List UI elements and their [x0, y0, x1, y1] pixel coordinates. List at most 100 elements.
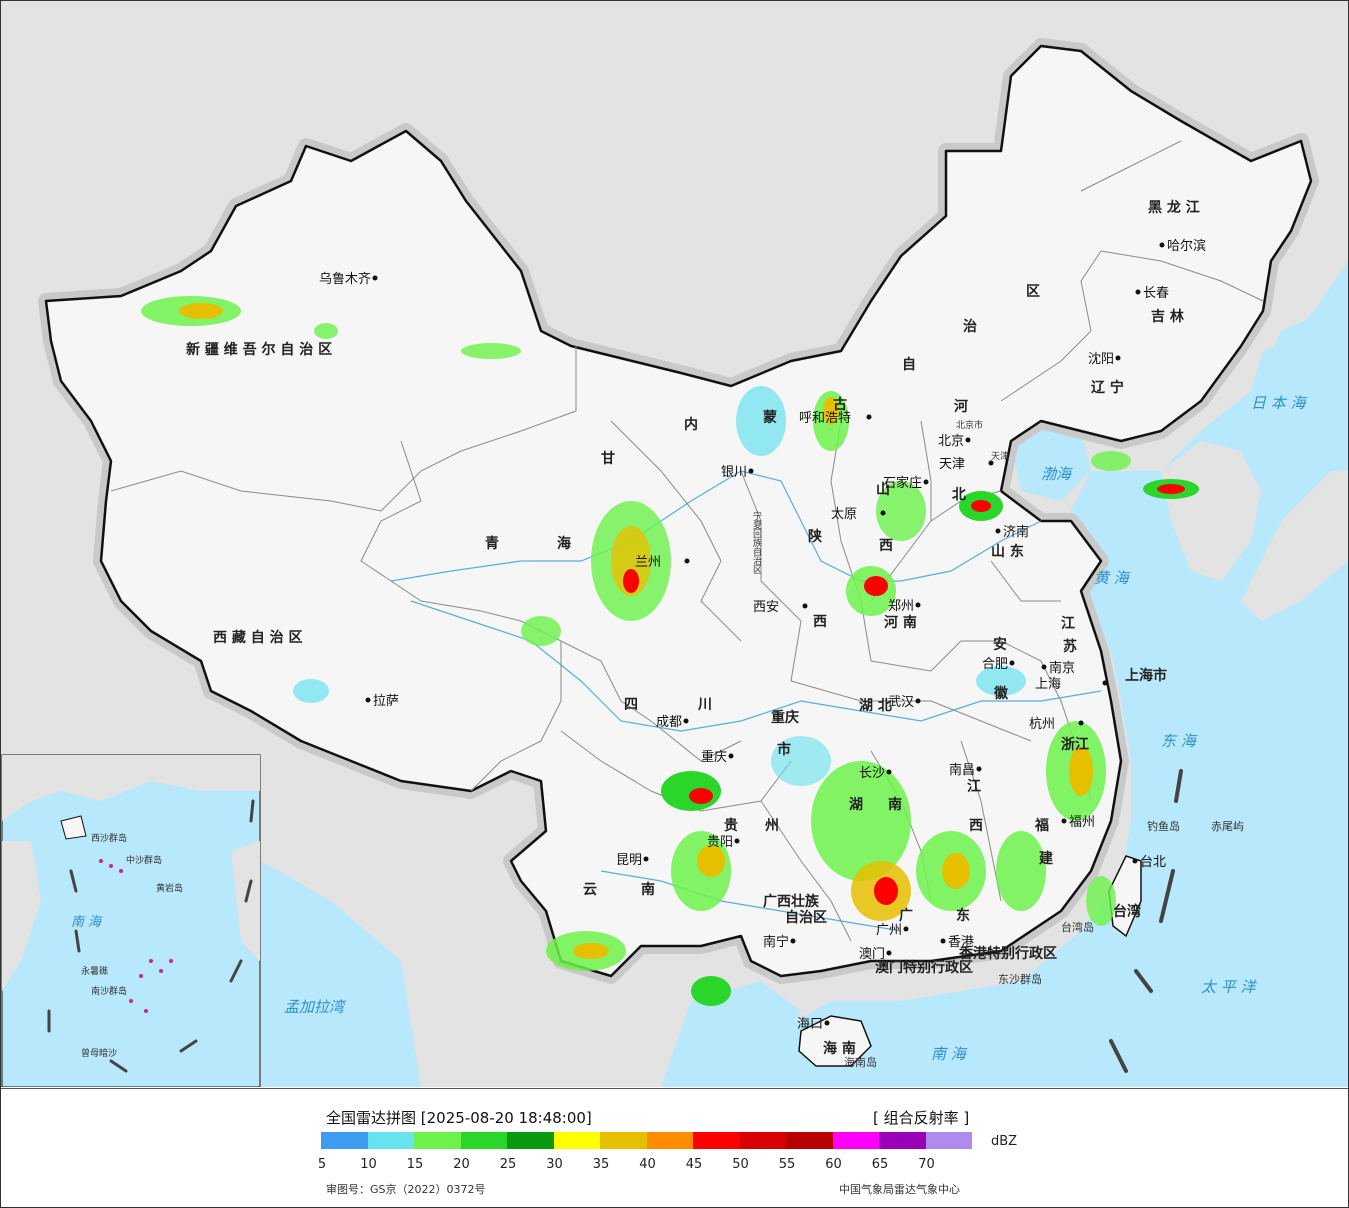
city-label: 兰州 — [635, 555, 661, 570]
city-dot — [886, 769, 892, 775]
svg-text:钓鱼岛: 钓鱼岛 — [1147, 819, 1180, 833]
scale-tick-label: 50 — [732, 1157, 749, 1172]
city-dot — [1135, 289, 1141, 295]
svg-text:苏: 苏 — [1063, 638, 1077, 655]
scale-tick-label: 60 — [825, 1157, 842, 1172]
city-dot — [976, 766, 982, 772]
city-label: 太原 — [831, 507, 857, 522]
nine-dash-line — [1109, 769, 1183, 1073]
city-label: 广州 — [876, 923, 902, 938]
svg-text:黑 龙 江: 黑 龙 江 — [1148, 199, 1200, 216]
city-dot — [1132, 858, 1138, 864]
china-outline — [38, 38, 1319, 984]
scale-tick-label: 45 — [685, 1157, 703, 1172]
city-label: 澳门 — [859, 946, 885, 962]
city-dot — [1009, 660, 1015, 666]
svg-text:曾母暗沙: 曾母暗沙 — [81, 1047, 117, 1059]
city-dot — [1061, 818, 1067, 824]
city-dot — [886, 950, 892, 956]
svg-text:贵: 贵 — [724, 817, 738, 834]
city-dot — [1102, 680, 1108, 686]
city-dot — [748, 468, 754, 474]
scale-swatch — [693, 1132, 740, 1149]
scale-swatch — [646, 1132, 693, 1149]
city-label: 呼和浩特 — [799, 411, 851, 426]
sea-bengal — [261, 861, 421, 1087]
scale-swatch — [739, 1132, 786, 1149]
city-label: 福州 — [1069, 815, 1095, 830]
svg-text:重庆: 重庆 — [771, 709, 799, 726]
svg-text:区: 区 — [1026, 284, 1040, 300]
city-dot — [915, 698, 921, 704]
svg-text:川: 川 — [697, 697, 712, 713]
scale-tick-label: 35 — [592, 1157, 610, 1172]
city-label: 北京 — [938, 434, 964, 449]
svg-text:永暑礁: 永暑礁 — [81, 965, 108, 977]
city-dot — [824, 1020, 830, 1026]
city-label: 石家庄 — [883, 475, 922, 491]
scale-swatch — [925, 1132, 972, 1149]
scale-tick-label: 40 — [639, 1157, 656, 1172]
svg-text:广西壮族: 广西壮族 — [763, 893, 820, 910]
city-label: 沈阳 — [1088, 352, 1114, 367]
city-label: 拉萨 — [373, 694, 399, 709]
svg-text:太 平 洋: 太 平 洋 — [1201, 978, 1258, 996]
svg-text:古: 古 — [833, 396, 847, 413]
svg-text:福: 福 — [1034, 817, 1049, 834]
svg-text:台湾: 台湾 — [1113, 903, 1141, 920]
svg-text:南: 南 — [641, 881, 655, 898]
city-label: 贵阳 — [707, 835, 733, 850]
map-approval: 审图号：GS京（2022）0372号 — [326, 1183, 486, 1196]
svg-text:海南岛: 海南岛 — [844, 1055, 877, 1069]
city-dot — [1159, 242, 1165, 248]
legend-title: 全国雷达拼图 [2025-08-20 18:48:00] — [326, 1109, 592, 1127]
korea-land — [1161, 441, 1261, 581]
svg-text:赤尾屿: 赤尾屿 — [1211, 820, 1244, 833]
svg-text:宁夏回族自治区: 宁夏回族自治区 — [751, 510, 762, 574]
city-dot — [880, 510, 886, 516]
city-label: 南昌 — [949, 762, 975, 778]
svg-text:安: 安 — [993, 636, 1007, 653]
city-dot — [802, 603, 808, 609]
city-label: 昆明 — [616, 853, 642, 868]
svg-text:黄 海: 黄 海 — [1094, 569, 1131, 587]
svg-text:澳门特别行政区: 澳门特别行政区 — [875, 959, 973, 976]
svg-text:台湾岛: 台湾岛 — [1061, 920, 1094, 934]
island-labels: 钓鱼岛 赤尾屿 东沙群岛 海南岛 台湾岛 — [844, 819, 1244, 1069]
scale-tick-label: 30 — [546, 1157, 563, 1172]
svg-text:蒙: 蒙 — [763, 409, 777, 426]
svg-text:北: 北 — [952, 487, 966, 503]
city-label: 成都 — [656, 715, 682, 730]
svg-text:中沙群岛: 中沙群岛 — [126, 854, 162, 866]
svg-text:治: 治 — [963, 318, 977, 335]
sea-bohai — [1011, 421, 1091, 501]
province-labels: 新 疆 维 吾 尔 自 治 区 西 藏 自 治 区 青 海 甘 四 川 云 南 … — [186, 199, 1200, 1057]
hainan-island — [798, 1015, 872, 1067]
city-label: 济南 — [1003, 524, 1029, 540]
city-dot — [866, 414, 872, 420]
svg-text:广: 广 — [899, 907, 913, 924]
scale-swatch — [879, 1132, 926, 1149]
radar-echoes — [141, 296, 1199, 1006]
svg-text:四: 四 — [624, 697, 638, 713]
city-dot — [995, 528, 1001, 534]
city-label: 长春 — [1143, 286, 1169, 301]
svg-text:江: 江 — [967, 778, 981, 795]
svg-text:渤海: 渤海 — [1041, 465, 1073, 483]
province-boundaries — [110, 140, 1264, 942]
sea-gulf — [661, 981, 801, 1087]
svg-text:南 海: 南 海 — [931, 1045, 968, 1063]
city-label: 香港 — [948, 935, 974, 950]
city-dot — [915, 602, 921, 608]
svg-text:海 南: 海 南 — [823, 1040, 856, 1057]
radar-map[interactable]: 新 疆 维 吾 尔 自 治 区 西 藏 自 治 区 青 海 甘 四 川 云 南 … — [1, 1, 1348, 1087]
sea-labels: 渤海 黄 海 东 海 太 平 洋 南 海 日 本 海 孟加拉湾 — [284, 394, 1308, 1063]
city-label: 上海 — [1035, 677, 1061, 692]
svg-text:河: 河 — [954, 398, 968, 415]
city-dot — [923, 479, 929, 485]
city-label: 郑州 — [888, 599, 914, 614]
scale-tick-label: 20 — [453, 1157, 470, 1172]
scale-tick-label: 55 — [778, 1157, 796, 1172]
svg-text:香港特别行政区: 香港特别行政区 — [958, 945, 1057, 962]
svg-text:陕: 陕 — [808, 528, 822, 545]
